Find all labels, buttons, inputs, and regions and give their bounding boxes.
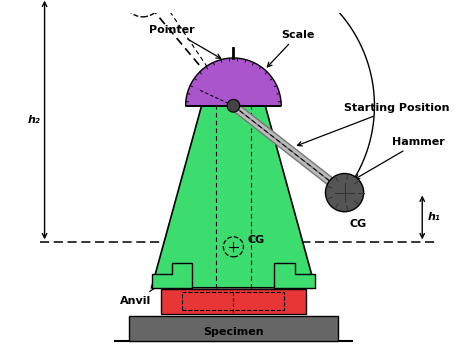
Circle shape (227, 99, 240, 112)
Text: CG: CG (349, 219, 366, 229)
Text: Starting Position: Starting Position (298, 103, 449, 146)
Text: h₂: h₂ (27, 115, 40, 125)
Text: End of
Swing: End of Swing (0, 358, 1, 359)
Text: Scale: Scale (267, 29, 315, 67)
Polygon shape (186, 58, 281, 106)
Polygon shape (152, 263, 192, 288)
Text: Anvil: Anvil (119, 276, 173, 306)
Text: Specimen: Specimen (203, 327, 264, 337)
Bar (182, 293, 284, 310)
Bar (161, 289, 306, 314)
Polygon shape (274, 263, 315, 288)
Text: Pointer: Pointer (149, 25, 221, 58)
Polygon shape (152, 106, 315, 288)
Circle shape (326, 173, 364, 212)
Text: CG: CG (247, 234, 264, 244)
Bar (129, 316, 338, 341)
Text: h₁: h₁ (428, 213, 440, 223)
Text: Hammer: Hammer (355, 137, 445, 179)
